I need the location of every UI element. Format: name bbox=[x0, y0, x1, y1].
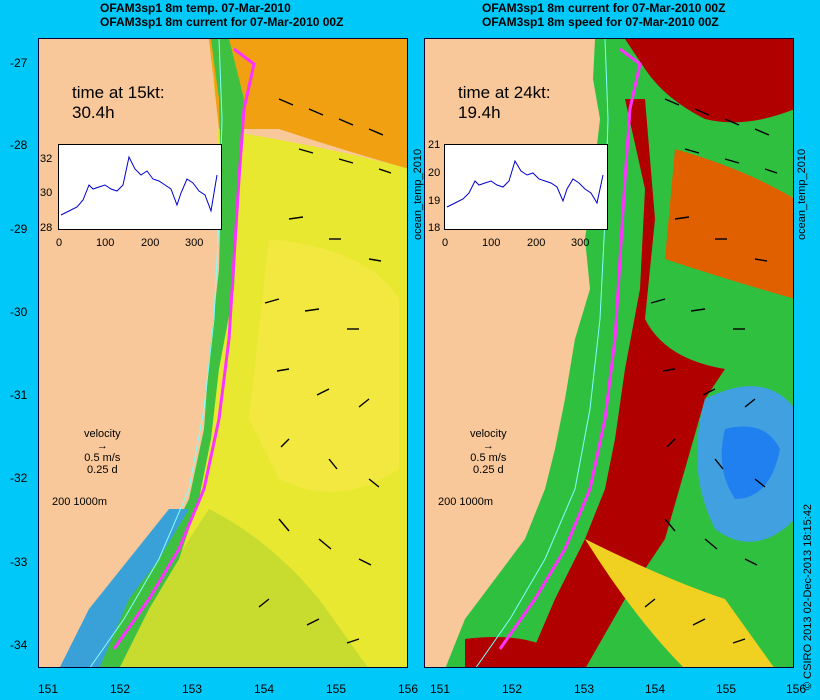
lat-tick-label: -34 bbox=[10, 638, 28, 652]
ocean-gyre-region bbox=[249, 239, 399, 492]
right-map-panel bbox=[424, 38, 794, 668]
right-title-line1: OFAM3sp1 8m current for 07-Mar-2010 00Z bbox=[482, 1, 726, 15]
velocity-legend-title: velocity bbox=[84, 428, 121, 440]
left-time-value: 30.4h bbox=[72, 103, 115, 122]
right-inset-xtick: 200 bbox=[527, 237, 546, 249]
right-side-label: ocean_temp_2010 bbox=[796, 148, 808, 240]
velocity-legend-days: 0.25 d bbox=[87, 464, 118, 476]
ocean-main-region bbox=[99, 39, 407, 667]
left-time-block: time at 15kt: 30.4h bbox=[72, 83, 165, 123]
right-contour-scale: 200 1000m bbox=[438, 496, 494, 508]
ocean-lower-region bbox=[110, 509, 368, 667]
velocity-legend-speed: 0.5 m/s bbox=[470, 452, 507, 464]
right-inset-ytick: 20 bbox=[428, 167, 441, 179]
left-inset-series bbox=[60, 155, 218, 216]
right-inset-svg bbox=[446, 159, 604, 208]
right-inset-xtick: 300 bbox=[571, 237, 590, 249]
ocean-warm-region bbox=[209, 39, 407, 169]
ship-route bbox=[112, 47, 256, 650]
velocity-legend-title: velocity bbox=[470, 428, 507, 440]
left-inset-xtick: 300 bbox=[185, 237, 204, 249]
lon-tick-label: 151 bbox=[38, 682, 59, 696]
right-inset-xtick: 100 bbox=[482, 237, 501, 249]
right-time-value: 19.4h bbox=[458, 103, 501, 122]
right-time-block: time at 24kt: 19.4h bbox=[458, 83, 551, 123]
ship-route bbox=[498, 47, 642, 650]
left-title-line2: OFAM3sp1 8m current for 07-Mar-2010 00Z bbox=[100, 15, 344, 29]
velocity-arrows bbox=[258, 98, 392, 644]
left-title: OFAM3sp1 8m temp. 07-Mar-2010 OFAM3sp1 8… bbox=[100, 1, 343, 29]
right-velocity-legend: velocity → 0.5 m/s 0.25 d bbox=[470, 428, 507, 476]
left-inset-xtick: 200 bbox=[141, 237, 160, 249]
speed-yellow-band bbox=[585, 539, 774, 667]
right-inset-xtick: 0 bbox=[442, 237, 449, 249]
lon-tick-label: 153 bbox=[182, 682, 203, 696]
left-inset-ytick: 30 bbox=[40, 187, 53, 199]
speed-high-jet bbox=[525, 99, 725, 667]
left-inset-xtick: 0 bbox=[56, 237, 63, 249]
left-inset-plot bbox=[58, 144, 222, 230]
lat-tick-label: -30 bbox=[10, 305, 28, 319]
right-inset-ytick: 19 bbox=[428, 195, 441, 207]
right-title-line2: OFAM3sp1 8m speed for 07-Mar-2010 00Z bbox=[482, 15, 719, 29]
coastal-green-band bbox=[99, 39, 244, 667]
left-side-label: ocean_temp_2010 bbox=[412, 148, 424, 240]
speed-high-mid bbox=[665, 149, 793, 299]
left-inset-xtick: 100 bbox=[96, 237, 115, 249]
right-time-label: time at 24kt: bbox=[458, 83, 551, 102]
right-inset-ytick: 18 bbox=[428, 222, 441, 234]
lon-tick-label: 156 bbox=[398, 682, 419, 696]
right-map-svg bbox=[425, 39, 793, 667]
lat-tick-label: -32 bbox=[10, 471, 28, 485]
lon-tick-label: 152 bbox=[502, 682, 523, 696]
left-title-line1: OFAM3sp1 8m temp. 07-Mar-2010 bbox=[100, 1, 291, 15]
left-time-label: time at 15kt: bbox=[72, 83, 165, 102]
velocity-legend-days: 0.25 d bbox=[473, 464, 504, 476]
velocity-arrows bbox=[644, 98, 778, 644]
lon-tick-label: 156 bbox=[786, 682, 807, 696]
velocity-legend-arrow: → bbox=[96, 440, 108, 452]
lon-tick-label: 154 bbox=[254, 682, 275, 696]
right-inset-series bbox=[446, 159, 604, 208]
lat-tick-label: -31 bbox=[10, 388, 28, 402]
left-contour-scale: 200 1000m bbox=[52, 496, 108, 508]
left-inset-ytick: 32 bbox=[40, 153, 53, 165]
left-map-svg bbox=[39, 39, 407, 667]
right-title: OFAM3sp1 8m current for 07-Mar-2010 00Z … bbox=[482, 1, 725, 29]
coastal-blue-band bbox=[60, 509, 189, 667]
lat-tick-label: -27 bbox=[10, 56, 28, 70]
left-map-panel bbox=[38, 38, 408, 668]
lon-tick-label: 153 bbox=[574, 682, 595, 696]
speed-high-northeast bbox=[625, 39, 793, 123]
lon-tick-label: 155 bbox=[326, 682, 347, 696]
right-inset-plot bbox=[444, 144, 608, 230]
lat-tick-label: -28 bbox=[10, 138, 28, 152]
lon-tick-label: 151 bbox=[430, 682, 451, 696]
lat-tick-label: -29 bbox=[10, 222, 28, 236]
speed-low-core bbox=[721, 426, 780, 499]
velocity-legend-arrow: → bbox=[482, 440, 494, 452]
right-inset-ytick: 21 bbox=[428, 139, 441, 151]
velocity-legend-speed: 0.5 m/s bbox=[84, 452, 121, 464]
lat-tick-label: -33 bbox=[10, 555, 28, 569]
left-inset-ytick: 28 bbox=[40, 222, 53, 234]
lon-tick-label: 152 bbox=[110, 682, 131, 696]
lon-tick-label: 155 bbox=[716, 682, 737, 696]
lon-tick-label: 154 bbox=[645, 682, 666, 696]
credit-label: © CSIRO 2013 02-Dec-2013 18:15:42 bbox=[802, 503, 814, 690]
left-inset-svg bbox=[60, 155, 218, 216]
left-velocity-legend: velocity → 0.5 m/s 0.25 d bbox=[84, 428, 121, 476]
